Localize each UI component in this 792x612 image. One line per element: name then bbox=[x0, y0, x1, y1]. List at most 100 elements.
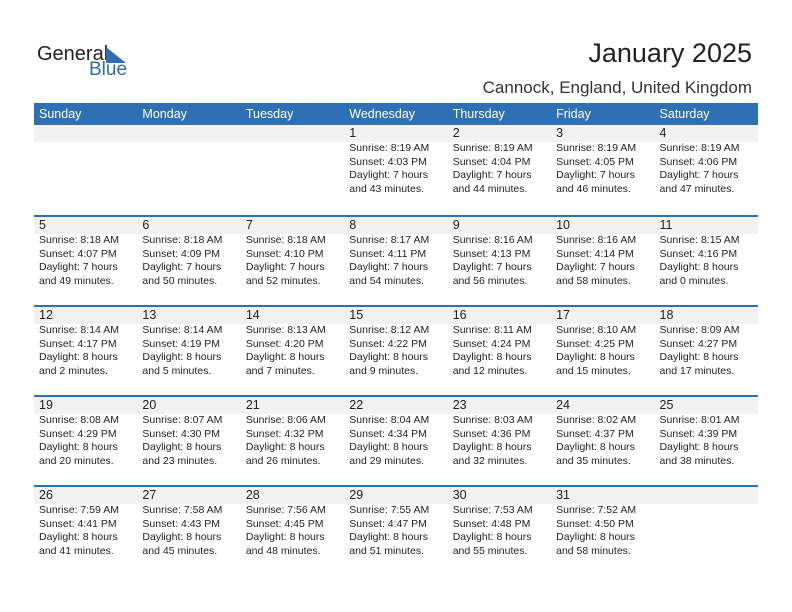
sunrise-text: Sunrise: 8:13 AM bbox=[245, 324, 326, 336]
weekday-saturday: Saturday bbox=[659, 107, 710, 121]
daylight-minutes-text: and 17 minutes. bbox=[659, 364, 735, 377]
date-band bbox=[34, 307, 758, 324]
daylight-text: Daylight: 8 hours bbox=[39, 531, 118, 543]
sunrise-text: Sunrise: 8:10 AM bbox=[556, 324, 637, 336]
daylight-minutes-text: and 54 minutes. bbox=[349, 274, 424, 287]
day-number: 26 bbox=[39, 488, 53, 502]
sunrise-text: Sunrise: 8:19 AM bbox=[659, 142, 740, 154]
day-cell: 2 Sunrise: 8:19 AM Sunset: 4:04 PM Daylight… bbox=[448, 125, 551, 196]
day-number: 31 bbox=[556, 488, 571, 502]
sunrise-text: Sunrise: 7:58 AM bbox=[142, 504, 223, 516]
daylight-text: Daylight: 8 hours bbox=[245, 351, 325, 363]
sunrise-text: Sunrise: 8:11 AM bbox=[452, 324, 532, 336]
sunrise-text: Sunrise: 8:04 AM bbox=[349, 414, 430, 426]
day-cell: 25 Sunrise: 8:01 AM Sunset: 4:39 PM Dayligh… bbox=[655, 397, 758, 468]
day-cell: 12 Sunrise: 8:14 AM Sunset: 4:17 PM Dayligh… bbox=[34, 307, 137, 378]
sunset-text: Sunset: 4:09 PM bbox=[142, 247, 221, 260]
daylight-text: Daylight: 7 hours bbox=[142, 261, 222, 273]
daylight-minutes-text: and 29 minutes. bbox=[349, 454, 424, 467]
sunset-text: Sunset: 4:32 PM bbox=[245, 427, 324, 440]
daylight-minutes-text: and 47 minutes. bbox=[659, 182, 735, 195]
sunrise-text: Sunrise: 7:56 AM bbox=[245, 504, 326, 516]
daylight-minutes-text: and 9 minutes. bbox=[349, 364, 419, 377]
daylight-minutes-text: and 12 minutes. bbox=[452, 364, 528, 377]
daylight-minutes-text: and 38 minutes. bbox=[659, 454, 735, 467]
daylight-minutes-text: and 58 minutes. bbox=[556, 544, 631, 557]
daylight-minutes-text: and 43 minutes. bbox=[349, 182, 424, 195]
day-cell: 10 Sunrise: 8:16 AM Sunset: 4:14 PM Dayligh… bbox=[551, 217, 654, 288]
daylight-minutes-text: and 50 minutes. bbox=[142, 274, 218, 287]
day-cell: 31 Sunrise: 7:52 AM Sunset: 4:50 PM Dayligh… bbox=[551, 487, 654, 558]
day-cell: 18 Sunrise: 8:09 AM Sunset: 4:27 PM Dayligh… bbox=[655, 307, 758, 378]
daylight-minutes-text: and 51 minutes. bbox=[349, 544, 424, 557]
daylight-text: Daylight: 7 hours bbox=[245, 261, 325, 273]
daylight-text: Daylight: 7 hours bbox=[349, 261, 429, 273]
calendar-grid: Sunday Monday Tuesday Wednesday Thursday Frid… bbox=[34, 103, 758, 575]
sunset-text: Sunset: 4:37 PM bbox=[556, 427, 634, 440]
daylight-text: Daylight: 7 hours bbox=[556, 261, 635, 273]
week-row: 26 Sunrise: 7:59 AM Sunset: 4:41 PM Dayligh… bbox=[34, 485, 758, 575]
daylight-text: Daylight: 8 hours bbox=[245, 531, 325, 543]
day-number: 6 bbox=[142, 218, 150, 232]
logo-triangle-icon bbox=[106, 47, 126, 63]
sunrise-text: Sunrise: 8:19 AM bbox=[452, 142, 533, 154]
sunset-text: Sunset: 4:34 PM bbox=[349, 427, 427, 440]
sunset-text: Sunset: 4:14 PM bbox=[556, 247, 634, 260]
sunset-text: Sunset: 4:45 PM bbox=[245, 517, 324, 530]
day-number: 20 bbox=[142, 398, 157, 412]
sunrise-text: Sunrise: 8:18 AM bbox=[39, 234, 119, 246]
daylight-text: Daylight: 8 hours bbox=[556, 531, 635, 543]
daylight-text: Daylight: 8 hours bbox=[452, 351, 532, 363]
day-number: 2 bbox=[452, 126, 460, 140]
sunrise-text: Sunrise: 7:53 AM bbox=[452, 504, 533, 516]
day-number: 5 bbox=[39, 218, 46, 232]
sunrise-text: Sunrise: 8:16 AM bbox=[452, 234, 533, 246]
day-number: 11 bbox=[659, 218, 673, 232]
page-title: January 2025 bbox=[588, 38, 752, 68]
sunrise-text: Sunrise: 7:55 AM bbox=[349, 504, 430, 516]
day-cell: 17 Sunrise: 8:10 AM Sunset: 4:25 PM Dayligh… bbox=[551, 307, 654, 378]
day-cell: 9 Sunrise: 8:16 AM Sunset: 4:13 PM Daylight… bbox=[448, 217, 551, 288]
sunset-text: Sunset: 4:11 PM bbox=[349, 247, 427, 260]
date-band bbox=[34, 487, 758, 504]
daylight-text: Daylight: 8 hours bbox=[142, 441, 222, 453]
day-cell: 16 Sunrise: 8:11 AM Sunset: 4:24 PM Dayligh… bbox=[448, 307, 551, 378]
daylight-minutes-text: and 32 minutes. bbox=[452, 454, 528, 467]
weekday-header: Sunday Monday Tuesday Wednesday Thursday Frid… bbox=[34, 103, 758, 125]
sunrise-text: Sunrise: 8:19 AM bbox=[556, 142, 637, 154]
daylight-text: Daylight: 8 hours bbox=[659, 351, 739, 363]
day-number: 25 bbox=[659, 398, 674, 412]
week-row: 1 Sunrise: 8:19 AM Sunset: 4:03 PM Daylight… bbox=[34, 125, 758, 215]
sunrise-text: Sunrise: 8:15 AM bbox=[659, 234, 740, 246]
day-cell: 4 Sunrise: 8:19 AM Sunset: 4:06 PM Daylight… bbox=[655, 125, 758, 196]
day-number: 1 bbox=[349, 126, 357, 140]
daylight-minutes-text: and 45 minutes. bbox=[142, 544, 218, 557]
day-cell: 5 Sunrise: 8:18 AM Sunset: 4:07 PM Daylight… bbox=[34, 217, 137, 288]
sunrise-text: Sunrise: 8:09 AM bbox=[659, 324, 740, 336]
day-cell: 3 Sunrise: 8:19 AM Sunset: 4:05 PM Daylight… bbox=[551, 125, 654, 196]
sunset-text: Sunset: 4:25 PM bbox=[556, 337, 634, 350]
daylight-text: Daylight: 8 hours bbox=[556, 441, 635, 453]
day-number: 22 bbox=[349, 398, 364, 412]
week-row: 19 Sunrise: 8:08 AM Sunset: 4:29 PM Dayligh… bbox=[34, 395, 758, 485]
weekday-tuesday: Tuesday bbox=[245, 107, 294, 121]
sunrise-text: Sunrise: 8:07 AM bbox=[142, 414, 223, 426]
day-cell: 23 Sunrise: 8:03 AM Sunset: 4:36 PM Dayligh… bbox=[448, 397, 551, 468]
daylight-text: Daylight: 8 hours bbox=[349, 441, 429, 453]
daylight-minutes-text: and 46 minutes. bbox=[556, 182, 631, 195]
daylight-text: Daylight: 8 hours bbox=[556, 351, 635, 363]
day-cell: 1 Sunrise: 8:19 AM Sunset: 4:03 PM Daylight… bbox=[344, 125, 447, 196]
day-cell: 20 Sunrise: 8:07 AM Sunset: 4:30 PM Dayligh… bbox=[137, 397, 240, 468]
day-cell: 30 Sunrise: 7:53 AM Sunset: 4:48 PM Dayligh… bbox=[448, 487, 551, 558]
week-row: 12 Sunrise: 8:14 AM Sunset: 4:17 PM Dayligh… bbox=[34, 305, 758, 395]
day-number: 8 bbox=[349, 218, 357, 232]
day-number: 21 bbox=[245, 398, 260, 412]
day-cell: 15 Sunrise: 8:12 AM Sunset: 4:22 PM Dayligh… bbox=[344, 307, 447, 378]
day-number: 9 bbox=[452, 218, 460, 232]
day-cell: 27 Sunrise: 7:58 AM Sunset: 4:43 PM Dayligh… bbox=[137, 487, 240, 558]
sunset-text: Sunset: 4:07 PM bbox=[39, 247, 117, 260]
sunset-text: Sunset: 4:03 PM bbox=[349, 155, 427, 168]
daylight-text: Daylight: 8 hours bbox=[349, 351, 429, 363]
daylight-minutes-text: and 15 minutes. bbox=[556, 364, 631, 377]
day-cell: 26 Sunrise: 7:59 AM Sunset: 4:41 PM Dayligh… bbox=[34, 487, 137, 558]
